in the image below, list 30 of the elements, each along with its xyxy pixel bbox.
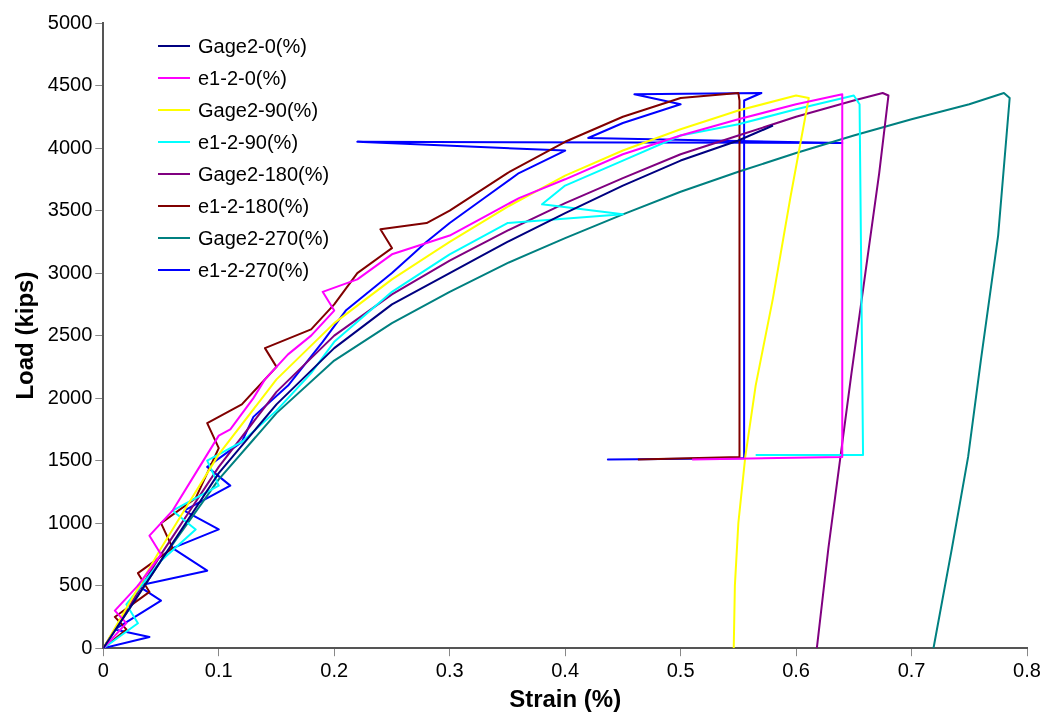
x-tick-label: 0.7 xyxy=(897,658,926,681)
y-tick-label: 1500 xyxy=(47,448,93,471)
x-axis-title: Strain (%) xyxy=(509,685,622,713)
legend-label: e1-2-90(%) xyxy=(198,130,299,155)
y-tick-label: 3000 xyxy=(47,260,93,283)
x-tick-label: 0.6 xyxy=(782,658,810,681)
y-axis-title: Load (kips) xyxy=(11,271,39,400)
y-tick-label: 5000 xyxy=(47,10,93,33)
legend-label: Gage2-180(%) xyxy=(198,162,330,187)
x-tick-label: 0.5 xyxy=(666,658,695,681)
x-tick-label: 0 xyxy=(97,658,109,681)
y-tick-label: 2500 xyxy=(47,323,93,346)
y-tick-label: 1000 xyxy=(47,510,93,533)
legend-label: Gage2-270(%) xyxy=(198,226,330,251)
x-tick-label: 0.8 xyxy=(1013,658,1041,681)
y-tick-label: 4000 xyxy=(47,135,93,158)
legend-label: Gage2-0(%) xyxy=(198,34,307,59)
x-tick-label: 0.1 xyxy=(204,658,233,681)
x-tick-label: 0.4 xyxy=(551,658,580,681)
y-tick-label: 4500 xyxy=(47,73,93,96)
x-tick-label: 0.3 xyxy=(435,658,464,681)
legend-label: e1-2-270(%) xyxy=(198,258,310,283)
y-tick-label: 2000 xyxy=(47,385,93,408)
legend-label: Gage2-90(%) xyxy=(198,98,319,123)
y-tick-label: 3500 xyxy=(47,198,93,221)
y-tick-label: 0 xyxy=(81,635,93,658)
legend-label: e1-2-0(%) xyxy=(198,66,287,91)
x-tick-label: 0.2 xyxy=(320,658,349,681)
legend-label: e1-2-180(%) xyxy=(198,194,310,219)
y-tick-label: 500 xyxy=(58,573,93,596)
